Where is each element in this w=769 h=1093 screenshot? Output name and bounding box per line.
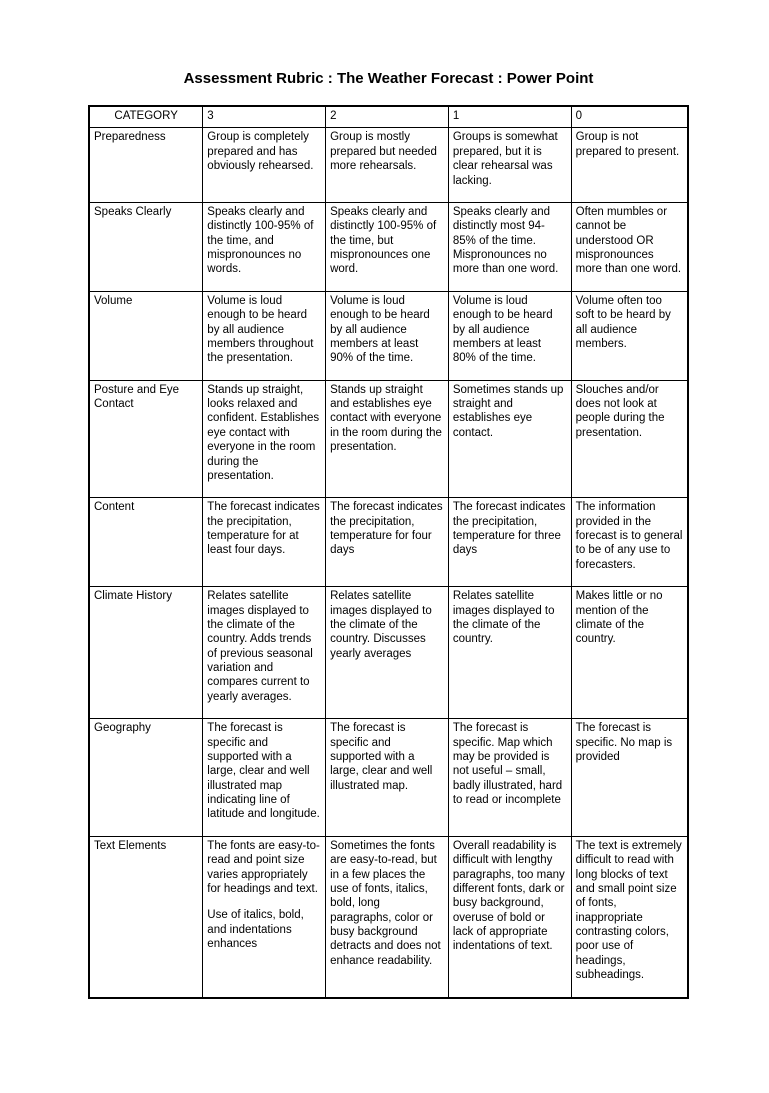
cell-0: The text is extremely difficult to read … bbox=[571, 836, 688, 997]
cell-category: Text Elements bbox=[89, 836, 203, 997]
cell-3: The forecast is specific and supported w… bbox=[203, 719, 326, 837]
table-row: Text Elements The fonts are easy-to-read… bbox=[89, 836, 688, 997]
cell-2: Relates satellite images displayed to th… bbox=[326, 587, 449, 719]
cell-category: Speaks Clearly bbox=[89, 202, 203, 291]
header-1: 1 bbox=[448, 106, 571, 128]
cell-0: Makes little or no mention of the climat… bbox=[571, 587, 688, 719]
table-row: Climate History Relates satellite images… bbox=[89, 587, 688, 719]
cell-1: Relates satellite images displayed to th… bbox=[448, 587, 571, 719]
table-row: Content The forecast indicates the preci… bbox=[89, 498, 688, 587]
header-2: 2 bbox=[326, 106, 449, 128]
cell-3: Stands up straight, looks relaxed and co… bbox=[203, 380, 326, 498]
cell-category: Posture and Eye Contact bbox=[89, 380, 203, 498]
cell-2: Group is mostly prepared but needed more… bbox=[326, 128, 449, 203]
cell-0: The forecast is specific. No map is prov… bbox=[571, 719, 688, 837]
cell-2: Stands up straight and establishes eye c… bbox=[326, 380, 449, 498]
cell-1: The forecast is specific. Map which may … bbox=[448, 719, 571, 837]
cell-0: The information provided in the forecast… bbox=[571, 498, 688, 587]
cell-category: Climate History bbox=[89, 587, 203, 719]
table-row: Volume Volume is loud enough to be heard… bbox=[89, 291, 688, 380]
cell-3: Relates satellite images displayed to th… bbox=[203, 587, 326, 719]
header-row: CATEGORY 3 2 1 0 bbox=[89, 106, 688, 128]
cell-0: Often mumbles or cannot be understood OR… bbox=[571, 202, 688, 291]
cell-2: The forecast is specific and supported w… bbox=[326, 719, 449, 837]
cell-category: Volume bbox=[89, 291, 203, 380]
rubric-table: CATEGORY 3 2 1 0 Preparedness Group is c… bbox=[88, 105, 689, 999]
cell-3: Group is completely prepared and has obv… bbox=[203, 128, 326, 203]
cell-1: Speaks clearly and distinctly most 94-85… bbox=[448, 202, 571, 291]
table-row: Speaks Clearly Speaks clearly and distin… bbox=[89, 202, 688, 291]
cell-1: Overall readability is difficult with le… bbox=[448, 836, 571, 997]
cell-1: Sometimes stands up straight and establi… bbox=[448, 380, 571, 498]
cell-2: Volume is loud enough to be heard by all… bbox=[326, 291, 449, 380]
cell-2: Speaks clearly and distinctly 100-95% of… bbox=[326, 202, 449, 291]
cell-0: Slouches and/or does not look at people … bbox=[571, 380, 688, 498]
header-0: 0 bbox=[571, 106, 688, 128]
table-row: Posture and Eye Contact Stands up straig… bbox=[89, 380, 688, 498]
cell-category: Content bbox=[89, 498, 203, 587]
cell-1: Volume is loud enough to be heard by all… bbox=[448, 291, 571, 380]
cell-0: Volume often too soft to be heard by all… bbox=[571, 291, 688, 380]
header-category: CATEGORY bbox=[89, 106, 203, 128]
cell-category: Preparedness bbox=[89, 128, 203, 203]
cell-1: Groups is somewhat prepared, but it is c… bbox=[448, 128, 571, 203]
cell-text-2: Use of italics, bold, and indentations e… bbox=[207, 908, 321, 951]
table-row: Geography The forecast is specific and s… bbox=[89, 719, 688, 837]
page-title: Assessment Rubric : The Weather Forecast… bbox=[88, 70, 689, 87]
cell-3: The forecast indicates the precipitation… bbox=[203, 498, 326, 587]
cell-2: The forecast indicates the precipitation… bbox=[326, 498, 449, 587]
cell-0: Group is not prepared to present. bbox=[571, 128, 688, 203]
cell-3: The fonts are easy-to-read and point siz… bbox=[203, 836, 326, 997]
cell-2: Sometimes the fonts are easy-to-read, bu… bbox=[326, 836, 449, 997]
table-row: Preparedness Group is completely prepare… bbox=[89, 128, 688, 203]
header-3: 3 bbox=[203, 106, 326, 128]
cell-text: The fonts are easy-to-read and point siz… bbox=[207, 840, 320, 895]
cell-3: Volume is loud enough to be heard by all… bbox=[203, 291, 326, 380]
cell-1: The forecast indicates the precipitation… bbox=[448, 498, 571, 587]
cell-category: Geography bbox=[89, 719, 203, 837]
cell-3: Speaks clearly and distinctly 100-95% of… bbox=[203, 202, 326, 291]
